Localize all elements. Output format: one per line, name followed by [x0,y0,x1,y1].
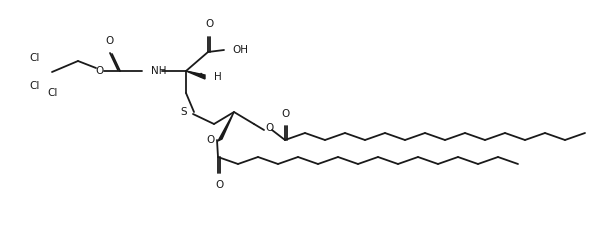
Text: O: O [265,123,273,133]
Text: H: H [214,72,222,82]
Text: Cl: Cl [48,88,58,98]
Text: O: O [282,109,290,119]
Polygon shape [186,71,205,79]
Text: O: O [205,19,213,29]
Text: OH: OH [232,45,248,55]
Text: S: S [180,107,187,117]
Text: O: O [215,180,223,190]
Text: O: O [106,36,114,46]
Polygon shape [218,112,234,141]
Text: O: O [96,66,104,76]
Text: Cl: Cl [29,53,40,63]
Text: Cl: Cl [29,81,40,91]
Text: NH: NH [151,66,167,76]
Text: O: O [207,135,215,145]
